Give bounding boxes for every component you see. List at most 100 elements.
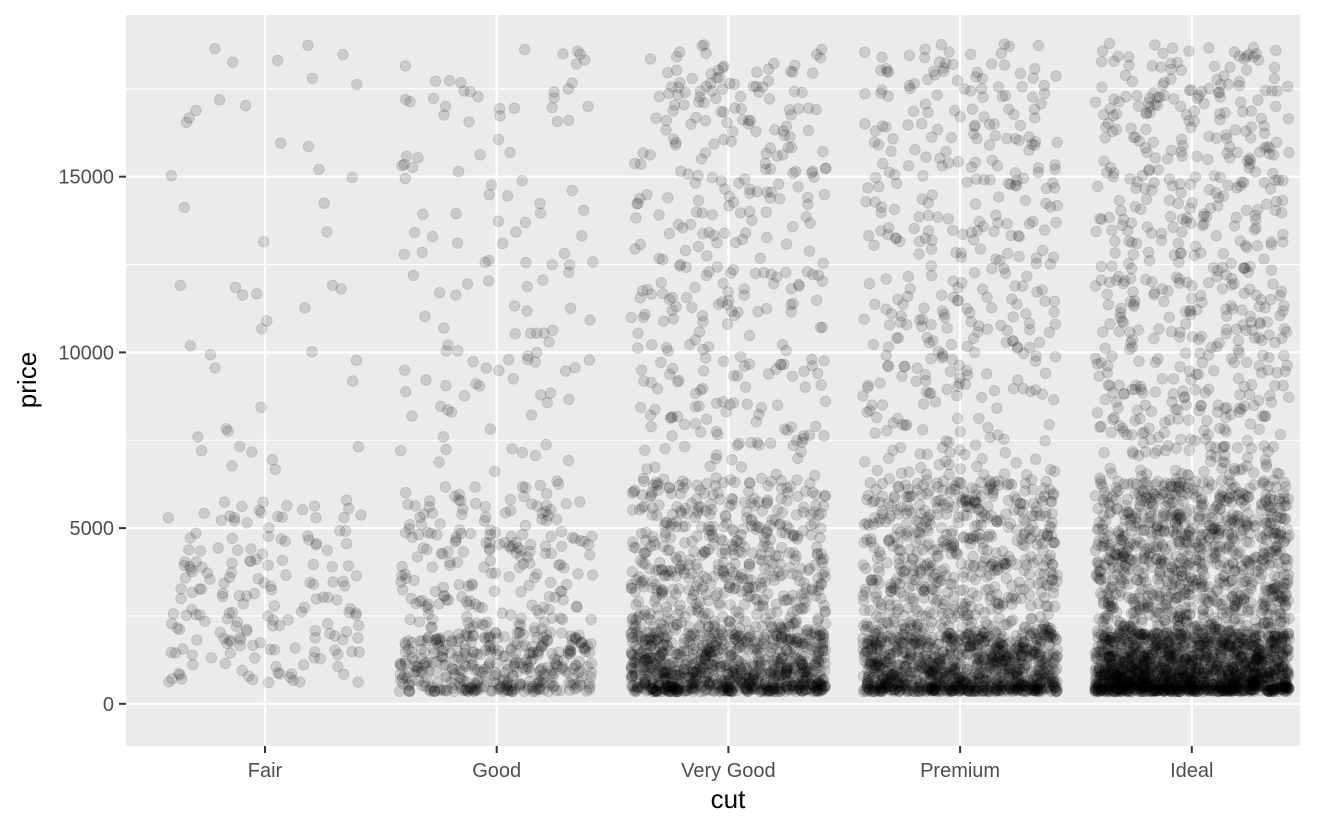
data-point: [965, 226, 978, 239]
data-point: [416, 246, 428, 259]
data-point: [729, 476, 741, 489]
data-point: [236, 289, 249, 301]
data-point: [656, 646, 668, 659]
data-point: [174, 669, 186, 681]
data-point: [810, 420, 822, 433]
data-point: [1012, 374, 1024, 386]
data-point: [1011, 535, 1023, 547]
data-point: [221, 613, 234, 625]
data-point: [438, 590, 450, 602]
data-point: [885, 578, 897, 591]
data-point: [314, 653, 327, 665]
data-point: [576, 230, 588, 242]
data-point: [403, 685, 416, 697]
data-point: [514, 619, 527, 632]
data-point: [686, 301, 698, 314]
data-point: [228, 512, 241, 524]
data-point: [551, 513, 563, 526]
data-point: [1038, 482, 1050, 495]
data-point: [482, 632, 495, 644]
data-point: [562, 83, 575, 95]
data-point: [683, 671, 695, 683]
data-point: [450, 534, 462, 546]
data-point: [965, 48, 977, 61]
data-point: [650, 669, 663, 681]
data-point: [1023, 682, 1036, 695]
data-point: [1049, 318, 1062, 330]
data-point: [733, 177, 745, 189]
data-point: [697, 639, 709, 652]
data-point: [724, 562, 736, 574]
data-point: [416, 652, 428, 665]
data-point: [256, 548, 269, 560]
data-point: [507, 669, 519, 682]
data-point: [429, 685, 441, 697]
data-point: [1038, 79, 1051, 92]
data-point: [457, 684, 469, 697]
data-point: [698, 674, 711, 686]
data-point: [416, 635, 429, 647]
data-point: [583, 677, 596, 690]
data-point: [299, 302, 311, 314]
data-point: [787, 220, 799, 233]
data-point: [237, 598, 250, 610]
data-point: [516, 528, 529, 541]
data-point: [936, 348, 949, 360]
data-point: [630, 656, 642, 669]
data-point: [919, 650, 931, 662]
data-point: [399, 657, 412, 670]
data-point: [262, 530, 275, 543]
data-point: [548, 680, 560, 692]
data-point: [679, 537, 691, 549]
data-point: [422, 632, 434, 644]
data-point: [998, 674, 1010, 686]
data-point: [874, 377, 886, 389]
data-point: [450, 289, 462, 301]
data-point: [547, 324, 559, 337]
data-point: [661, 640, 674, 652]
grid-major: [126, 15, 1300, 746]
data-point: [655, 656, 667, 668]
data-point: [460, 676, 473, 688]
data-point: [744, 477, 756, 490]
data-point: [334, 525, 346, 537]
data-point: [225, 567, 238, 579]
data-point: [812, 509, 825, 521]
data-point: [351, 78, 363, 91]
data-point: [674, 604, 686, 617]
data-point: [664, 532, 677, 544]
data-point: [946, 525, 958, 537]
data-point: [1090, 225, 1102, 238]
data-point: [454, 524, 466, 536]
data-point: [691, 530, 703, 542]
data-point: [538, 636, 550, 648]
data-point: [492, 215, 505, 227]
panel-background: [126, 15, 1300, 746]
data-point: [438, 684, 450, 696]
data-point: [406, 161, 419, 174]
data-point: [884, 319, 896, 331]
data-point: [520, 656, 533, 669]
data-point: [679, 418, 691, 431]
data-point: [461, 278, 474, 290]
data-point: [1040, 182, 1053, 195]
data-point: [662, 192, 674, 204]
data-point: [761, 494, 774, 506]
data-point: [731, 439, 744, 451]
data-point: [433, 639, 445, 651]
data-point: [759, 562, 771, 575]
data-point: [240, 625, 253, 637]
data-point: [398, 248, 410, 261]
data-point: [859, 583, 871, 596]
data-point: [715, 105, 727, 118]
data-point: [785, 283, 798, 295]
data-point: [780, 238, 793, 250]
data-point: [1043, 664, 1056, 676]
data-point: [307, 558, 320, 571]
data-point: [871, 552, 884, 564]
data-point: [508, 300, 521, 312]
data-point: [900, 507, 913, 520]
data-point: [970, 71, 982, 83]
data-point: [690, 111, 702, 124]
data-point: [245, 446, 258, 458]
